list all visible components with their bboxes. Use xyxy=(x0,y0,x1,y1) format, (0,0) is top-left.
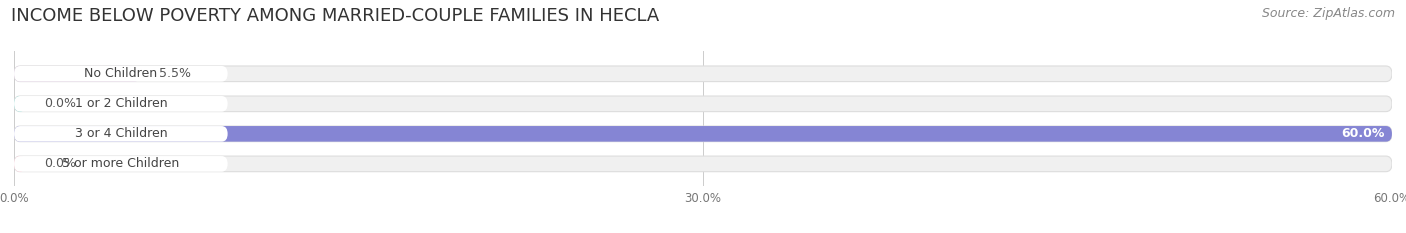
Text: 1 or 2 Children: 1 or 2 Children xyxy=(75,97,167,110)
FancyBboxPatch shape xyxy=(14,156,228,172)
FancyBboxPatch shape xyxy=(14,96,228,112)
Text: 3 or 4 Children: 3 or 4 Children xyxy=(75,127,167,140)
Text: 0.0%: 0.0% xyxy=(45,157,76,170)
FancyBboxPatch shape xyxy=(14,96,1392,112)
FancyBboxPatch shape xyxy=(14,66,1392,82)
Text: No Children: No Children xyxy=(84,67,157,80)
FancyBboxPatch shape xyxy=(14,66,228,82)
FancyBboxPatch shape xyxy=(14,96,25,112)
FancyBboxPatch shape xyxy=(14,126,1392,142)
FancyBboxPatch shape xyxy=(14,126,1392,142)
FancyBboxPatch shape xyxy=(14,66,141,82)
FancyBboxPatch shape xyxy=(14,156,1392,172)
FancyBboxPatch shape xyxy=(14,126,228,142)
Text: 5.5%: 5.5% xyxy=(159,67,191,80)
Text: INCOME BELOW POVERTY AMONG MARRIED-COUPLE FAMILIES IN HECLA: INCOME BELOW POVERTY AMONG MARRIED-COUPL… xyxy=(11,7,659,25)
Text: Source: ZipAtlas.com: Source: ZipAtlas.com xyxy=(1261,7,1395,20)
Text: 60.0%: 60.0% xyxy=(1341,127,1385,140)
FancyBboxPatch shape xyxy=(14,156,25,172)
Text: 5 or more Children: 5 or more Children xyxy=(62,157,180,170)
Text: 0.0%: 0.0% xyxy=(45,97,76,110)
